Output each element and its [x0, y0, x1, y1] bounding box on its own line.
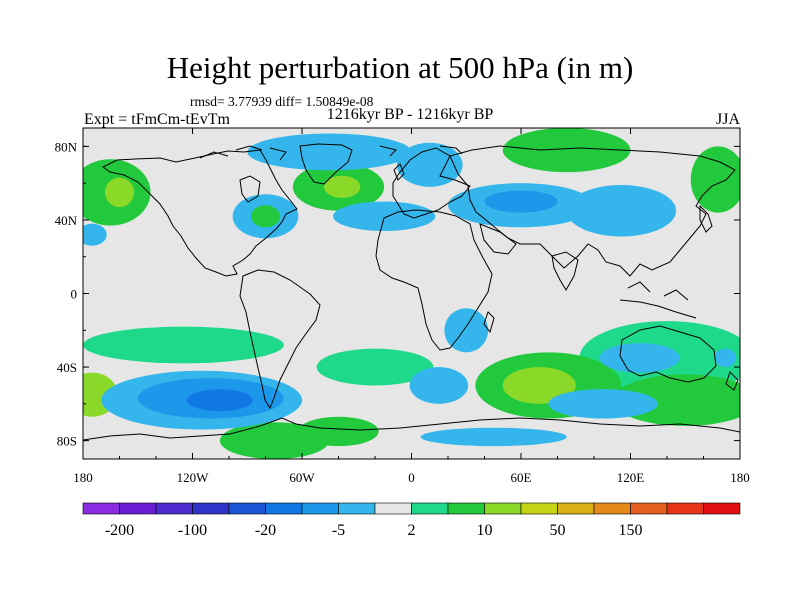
positive-region-eurasia	[502, 128, 631, 173]
colorbar-label: 10	[477, 522, 493, 539]
map-title: Height perturbation at 500 hPa (in m)	[166, 50, 634, 85]
negative-region-west-pacific	[83, 223, 107, 246]
lat-tick-label: 0	[71, 287, 78, 302]
colorbar-box	[557, 502, 595, 515]
positive-region-s-pacific-band	[83, 326, 284, 364]
colorbar-box	[666, 502, 704, 515]
colorbar-box	[630, 502, 668, 515]
negative-region-s-pacific-low-core	[187, 389, 253, 412]
colorbar-box	[265, 502, 303, 515]
coast-new-zealand	[725, 371, 739, 391]
lon-tick-label: 60W	[289, 470, 315, 485]
coast-india	[551, 251, 579, 291]
contour-fill-layer	[83, 128, 740, 459]
positive-region-n-pacific-east-core	[104, 177, 135, 208]
coast-australia	[619, 325, 717, 383]
lat-tick-label: 40S	[57, 360, 77, 375]
coast-europe	[392, 147, 471, 219]
coast-madagascar	[483, 311, 495, 334]
colorbar: -200 -100 -20 -5 2 10 50 150	[82, 502, 741, 539]
negative-region-s-indian-low	[599, 343, 680, 373]
colorbar-label: -100	[178, 522, 207, 539]
coast-arctic-islands	[199, 145, 463, 161]
negative-region-asia-central-east	[566, 185, 677, 237]
time-range-label: 1216kyr BP - 1216kyr BP	[326, 106, 494, 123]
colorbar-label: 150	[619, 522, 643, 539]
negative-region-arctic-canada	[247, 133, 412, 171]
colorbar-box	[301, 502, 339, 515]
colorbar-box	[374, 502, 412, 515]
coast-uk	[393, 163, 405, 181]
lon-tick-label: 0	[408, 470, 415, 485]
negative-region-s-ocean-west	[420, 427, 567, 447]
lon-tick-label: 120E	[617, 470, 645, 485]
coastlines-layer	[83, 143, 740, 441]
negative-region-asia-central-core	[484, 190, 558, 213]
negative-region-n-atlantic	[333, 201, 436, 231]
colorbar-box	[228, 502, 266, 515]
colorbar-box	[155, 502, 193, 515]
colorbar-label: 2	[408, 522, 416, 539]
lon-tick-label: 180	[730, 470, 750, 485]
coast-hudson-bay	[239, 175, 261, 203]
colorbar-box	[192, 502, 230, 515]
lat-tick-label: 80S	[57, 434, 77, 449]
colorbar-box	[484, 502, 522, 515]
colorbar-box	[703, 502, 741, 515]
colorbar-box	[520, 502, 558, 515]
coast-arabia	[479, 223, 517, 255]
negative-region-s-indian-low-2	[548, 389, 658, 419]
axis-ticks: 80N 40N 0 40S 80S 180 120W 60W 0 60E 120E 180	[55, 128, 750, 485]
coast-south-america	[239, 269, 321, 410]
lon-tick-label: 60E	[511, 470, 532, 485]
season-label: JJA	[715, 111, 740, 128]
positive-region-s-atlantic-band	[316, 348, 434, 386]
coast-antarctica	[83, 417, 740, 441]
colorbar-label: -20	[255, 522, 276, 539]
lat-tick-label: 80N	[55, 139, 78, 154]
positive-region-drake-passage	[219, 422, 330, 459]
colorbar-box	[119, 502, 157, 515]
positive-region-n-atlantic-west-core	[323, 175, 361, 198]
colorbar-box	[447, 502, 485, 515]
lon-tick-label: 120W	[177, 470, 210, 485]
negative-region-s-atlantic-low	[409, 367, 469, 404]
positive-region-s-africa-core	[502, 367, 576, 404]
negative-region-african-south	[444, 308, 489, 353]
colorbar-label: 50	[550, 522, 566, 539]
colorbar-box	[593, 502, 631, 515]
rmsd-diff-stats: rmsd= 3.77939 diff= 1.50849e-08	[190, 94, 374, 109]
colorbar-box	[411, 502, 449, 515]
negative-region-n-america-east-core	[250, 205, 281, 228]
colorbar-box	[82, 502, 120, 515]
coast-indonesia	[619, 281, 697, 319]
coast-africa	[375, 209, 493, 351]
positive-region-pacific-ne	[690, 146, 740, 213]
lat-tick-label: 40N	[55, 213, 78, 228]
coast-greenland	[299, 143, 353, 185]
coast-japan	[699, 204, 713, 233]
negative-region-nz-east	[714, 348, 737, 368]
lon-tick-label: 180	[73, 470, 93, 485]
map-plot-area	[82, 127, 741, 460]
colorbar-label: -200	[105, 522, 134, 539]
colorbar-label: -5	[332, 522, 345, 539]
experiment-label: Expt = tFmCm-tEvTm	[84, 111, 230, 128]
colorbar-box	[338, 502, 376, 515]
